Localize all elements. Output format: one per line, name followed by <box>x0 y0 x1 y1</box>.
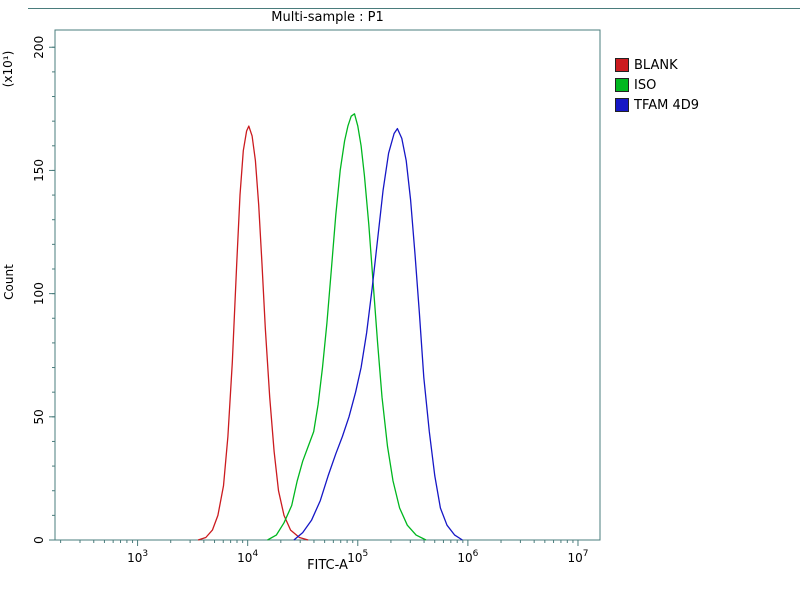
svg-text:150: 150 <box>32 159 46 182</box>
svg-text:103: 103 <box>127 549 148 565</box>
svg-text:100: 100 <box>32 282 46 305</box>
legend-label-tfam-4d9: TFAM 4D9 <box>634 97 700 113</box>
legend-item-iso: ISO <box>615 75 699 95</box>
legend-label-blank: BLANK <box>634 57 678 73</box>
svg-text:104: 104 <box>237 549 258 565</box>
svg-text:0: 0 <box>32 536 46 544</box>
svg-text:107: 107 <box>567 549 588 565</box>
legend-item-blank: BLANK <box>615 55 699 75</box>
legend-swatch-tfam-4d9 <box>615 98 629 112</box>
x-axis-label: FITC-A <box>307 558 348 573</box>
legend-item-tfam-4d9: TFAM 4D9 <box>615 95 699 115</box>
svg-text:105: 105 <box>347 549 368 565</box>
legend-swatch-iso <box>615 78 629 92</box>
legend: BLANK ISO TFAM 4D9 <box>615 55 699 115</box>
chart-title: Multi-sample : P1 <box>271 10 384 25</box>
svg-text:106: 106 <box>457 549 478 565</box>
legend-swatch-blank <box>615 58 629 72</box>
svg-text:50: 50 <box>32 409 46 424</box>
legend-label-iso: ISO <box>634 77 657 93</box>
panel-top-border <box>28 8 800 9</box>
svg-text:200: 200 <box>32 36 46 59</box>
